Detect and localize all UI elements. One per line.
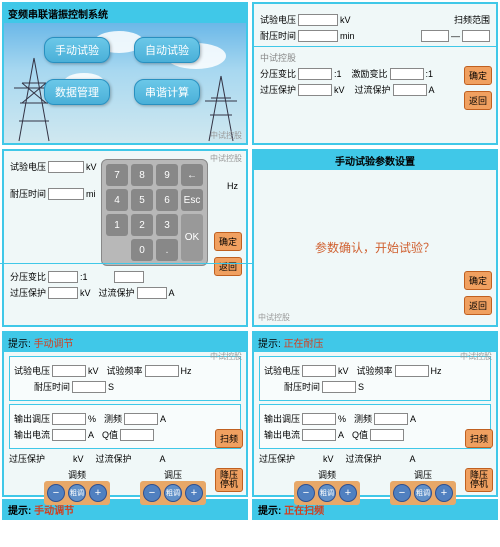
panel-title: 变频串联谐振控制系统 — [4, 4, 246, 23]
key-7[interactable]: 7 — [106, 164, 128, 186]
btn-scan[interactable]: 扫频 — [215, 429, 243, 448]
key-back[interactable]: ← — [181, 164, 203, 186]
panel-manual-adjust: 提示: 手动调节 中试控股 试验电压kV试验频率Hz 耐压时间S 输出调压%测频… — [2, 331, 248, 497]
panel-title: 手动试验参数设置 — [254, 151, 496, 170]
adj-volt: 调压 − 粗调 + — [140, 468, 206, 505]
btn-back[interactable]: 返回 — [464, 91, 492, 110]
panel-main-menu: 变频串联谐振控制系统 手动试验 自动试验 数据管理 串谐计算 中试控股 — [2, 2, 248, 145]
btn-back[interactable]: 返回 — [464, 296, 492, 315]
key-0[interactable]: 0 — [131, 239, 153, 261]
lbl-voltage: 试验电压 — [260, 13, 296, 26]
key-3[interactable]: 3 — [156, 214, 178, 236]
btn-freq-dec[interactable]: − — [47, 484, 65, 502]
watermark: 中试控股 — [210, 130, 242, 141]
btn-manual-test[interactable]: 手动试验 — [44, 37, 110, 63]
key-1[interactable]: 1 — [106, 214, 128, 236]
btn-ok[interactable]: 确定 — [464, 271, 492, 290]
btn-volt-fine[interactable]: 粗调 — [164, 484, 182, 502]
numeric-keypad: 7 8 9 ← 4 5 6 Esc 1 2 3 OK 0 . — [101, 159, 208, 266]
key-6[interactable]: 6 — [156, 189, 178, 211]
inp-time[interactable] — [48, 188, 84, 200]
confirm-text: 参数确认，开始试验？ — [315, 239, 435, 256]
key-8[interactable]: 8 — [131, 164, 153, 186]
panel-confirm: 手动试验参数设置 参数确认，开始试验？ 确定 返回 中试控股 — [252, 149, 498, 327]
btn-ok[interactable]: 确定 — [464, 66, 492, 85]
panel-keypad: 中试控股 试验电压kV 耐压时间mi 7 8 9 ← 4 5 6 Esc 1 2… — [2, 149, 248, 327]
btn-freq-fine[interactable]: 粗调 — [68, 484, 86, 502]
key-4[interactable]: 4 — [106, 189, 128, 211]
inp-fybb[interactable] — [298, 68, 332, 80]
btn-volt-dec[interactable]: − — [143, 484, 161, 502]
inp-range-lo[interactable] — [421, 30, 449, 42]
btn-volt-inc[interactable]: + — [435, 484, 453, 502]
btn-volt-dec[interactable]: − — [393, 484, 411, 502]
btn-freq-dec[interactable]: − — [297, 484, 315, 502]
inp-range-hi[interactable] — [462, 30, 490, 42]
key-ok[interactable]: OK — [181, 214, 203, 261]
btn-freq-inc[interactable]: + — [89, 484, 107, 502]
key-5[interactable]: 5 — [131, 189, 153, 211]
btn-ok[interactable]: 确定 — [214, 232, 242, 251]
lbl-scan-range: 扫频范围 — [454, 13, 490, 26]
lbl-time: 耐压时间 — [260, 29, 296, 42]
inp-time[interactable] — [298, 30, 338, 42]
btn-resonance-calc[interactable]: 串谐计算 — [134, 79, 200, 105]
inp-voltage[interactable] — [48, 161, 84, 173]
inp-glbc[interactable] — [393, 84, 427, 96]
panel-params: 试验电压 kV 扫频范围 耐压时间 min — 中试控股 确定 返回 — [252, 2, 498, 145]
btn-stop[interactable]: 降压 停机 — [465, 468, 493, 492]
hint-strip: 提示: 正在耐压 — [254, 333, 496, 352]
inp-gybc[interactable] — [298, 84, 332, 96]
btn-stop[interactable]: 降压 停机 — [215, 468, 243, 492]
btn-freq-inc[interactable]: + — [339, 484, 357, 502]
btn-back[interactable]: 返回 — [214, 257, 242, 276]
btn-auto-test[interactable]: 自动试验 — [134, 37, 200, 63]
btn-data-mgmt[interactable]: 数据管理 — [44, 79, 110, 105]
inp-jlbb[interactable] — [390, 68, 424, 80]
menu-body: 手动试验 自动试验 数据管理 串谐计算 中试控股 — [4, 23, 246, 143]
key-9[interactable]: 9 — [156, 164, 178, 186]
key-2[interactable]: 2 — [131, 214, 153, 236]
adj-freq: 调频 − 粗调 + — [44, 468, 110, 505]
btn-scan[interactable]: 扫频 — [465, 429, 493, 448]
panel-withstanding: 提示: 正在耐压 中试控股 试验电压kV试验频率Hz 耐压时间S 输出调压%测频… — [252, 331, 498, 497]
hint-strip: 提示: 手动调节 — [4, 333, 246, 352]
key-esc[interactable]: Esc — [181, 189, 203, 211]
btn-volt-inc[interactable]: + — [185, 484, 203, 502]
key-dot[interactable]: . — [156, 239, 178, 261]
inp-voltage[interactable] — [298, 14, 338, 26]
section-title: 中试控股 — [260, 53, 296, 63]
